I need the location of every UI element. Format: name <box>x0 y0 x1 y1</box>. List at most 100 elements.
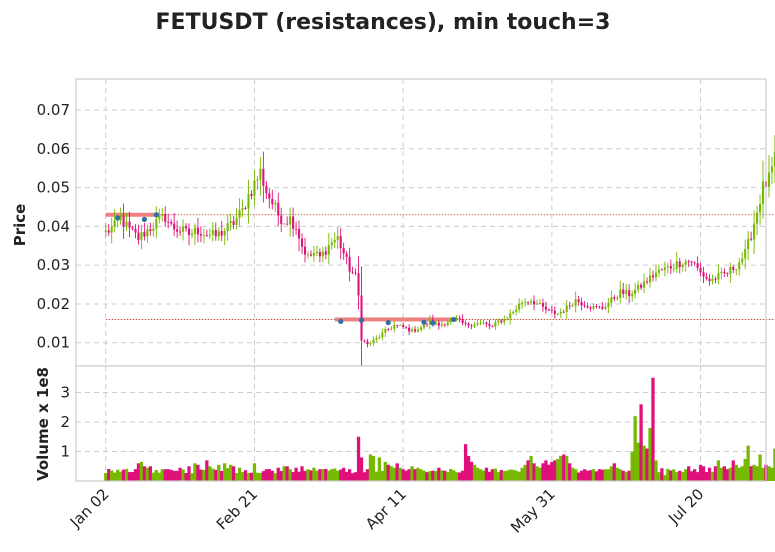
candle-body <box>324 251 327 255</box>
volume-bar <box>356 436 361 481</box>
candle-body <box>527 302 530 303</box>
volume-bar <box>324 469 328 481</box>
candle-body <box>330 242 333 246</box>
candle-body <box>651 275 655 278</box>
price-panel: 0.01 0.02 0.03 0.04 0.05 0.06 0.07 Price <box>11 78 775 369</box>
candle-body <box>666 266 669 268</box>
volume-bar <box>612 463 616 481</box>
volume-bar <box>547 464 551 481</box>
volume-bar <box>345 471 349 481</box>
volume-bar <box>107 469 111 481</box>
candle-body <box>300 238 304 247</box>
volume-bar <box>240 471 245 481</box>
candle-body <box>140 231 143 240</box>
candle-body <box>705 276 708 279</box>
candle-body <box>500 320 503 323</box>
volume-bar <box>728 467 732 481</box>
volume-grid <box>76 366 766 481</box>
volume-bar <box>353 472 358 481</box>
volume-bar <box>687 466 691 481</box>
volume-bar <box>532 463 536 481</box>
candle-body <box>669 266 672 269</box>
volume-bar <box>618 469 622 481</box>
volume-bar <box>458 472 462 481</box>
candle-body <box>164 214 167 222</box>
resistance-touch-marker <box>141 216 148 222</box>
volume-bar <box>633 416 637 481</box>
candle-body <box>217 231 220 237</box>
volume-bar <box>437 467 441 481</box>
candle-body <box>726 273 729 275</box>
candle-body <box>416 329 420 332</box>
volume-bar <box>237 467 242 481</box>
price-y-tick-label: 0.04 <box>37 217 70 235</box>
volume-bar <box>380 470 384 481</box>
candle-body <box>619 289 622 298</box>
volume-bar <box>368 454 373 481</box>
volume-bar <box>758 454 762 481</box>
volume-bar <box>642 445 646 481</box>
candle-body <box>458 317 461 320</box>
candle-body <box>274 202 277 205</box>
price-y-ticks: 0.01 0.02 0.03 0.04 0.05 0.06 0.07 <box>37 101 70 352</box>
candle-body <box>107 230 110 233</box>
volume-bar <box>463 444 468 481</box>
volume-bar <box>576 472 581 481</box>
volume-bar <box>579 470 584 481</box>
price-y-tick-label: 0.02 <box>37 295 70 313</box>
volume-bar <box>142 466 147 481</box>
resistance-touch-marker <box>451 316 457 323</box>
volume-bar <box>350 473 355 481</box>
volume-bar-series <box>104 377 775 481</box>
volume-bar <box>615 467 619 481</box>
candle-body <box>687 261 690 263</box>
candle-body <box>559 311 562 314</box>
volume-bar <box>499 470 503 481</box>
resistance-touch-markers <box>115 212 457 326</box>
candle-body <box>286 223 289 225</box>
volume-bar <box>127 472 132 481</box>
candle-body <box>434 322 437 324</box>
volume-bar <box>455 472 459 481</box>
candle-body <box>402 324 405 327</box>
candle-body <box>259 168 262 180</box>
volume-bar <box>104 473 108 481</box>
candle-body <box>637 284 640 290</box>
candle-body <box>205 235 208 236</box>
candle-body <box>348 256 351 272</box>
candle-body <box>648 275 652 283</box>
volume-bar <box>675 472 679 481</box>
candle-body <box>628 290 631 297</box>
candle-body <box>681 264 684 268</box>
candle-body <box>625 290 628 294</box>
volume-bar <box>285 466 289 481</box>
volume-bar <box>606 469 611 481</box>
candle-body <box>116 220 119 222</box>
volume-panel-background <box>76 366 766 481</box>
volume-bar <box>553 460 557 481</box>
volume-bar <box>336 470 340 481</box>
candle-body <box>521 302 524 305</box>
volume-bar <box>389 466 393 481</box>
volume-bar <box>211 468 215 481</box>
volume-bar <box>377 457 382 481</box>
volume-bar <box>300 466 304 481</box>
volume-bar <box>333 468 337 481</box>
volume-bar <box>493 468 497 481</box>
candle-body <box>271 198 274 205</box>
volume-bar <box>707 467 712 481</box>
volume-bar <box>342 467 346 481</box>
volume-bar <box>371 455 376 481</box>
candle-body <box>223 231 226 236</box>
candle-body <box>363 340 366 342</box>
price-y-tick-label: 0.06 <box>37 140 70 158</box>
candle-body <box>753 223 756 240</box>
candle-body <box>684 261 687 265</box>
candle-body <box>137 232 140 240</box>
volume-bar <box>568 463 572 481</box>
volume-bar <box>585 470 590 481</box>
candle-body <box>696 263 699 268</box>
volume-bar <box>731 460 735 481</box>
volume-bar <box>475 467 480 481</box>
candle-body <box>580 302 583 306</box>
